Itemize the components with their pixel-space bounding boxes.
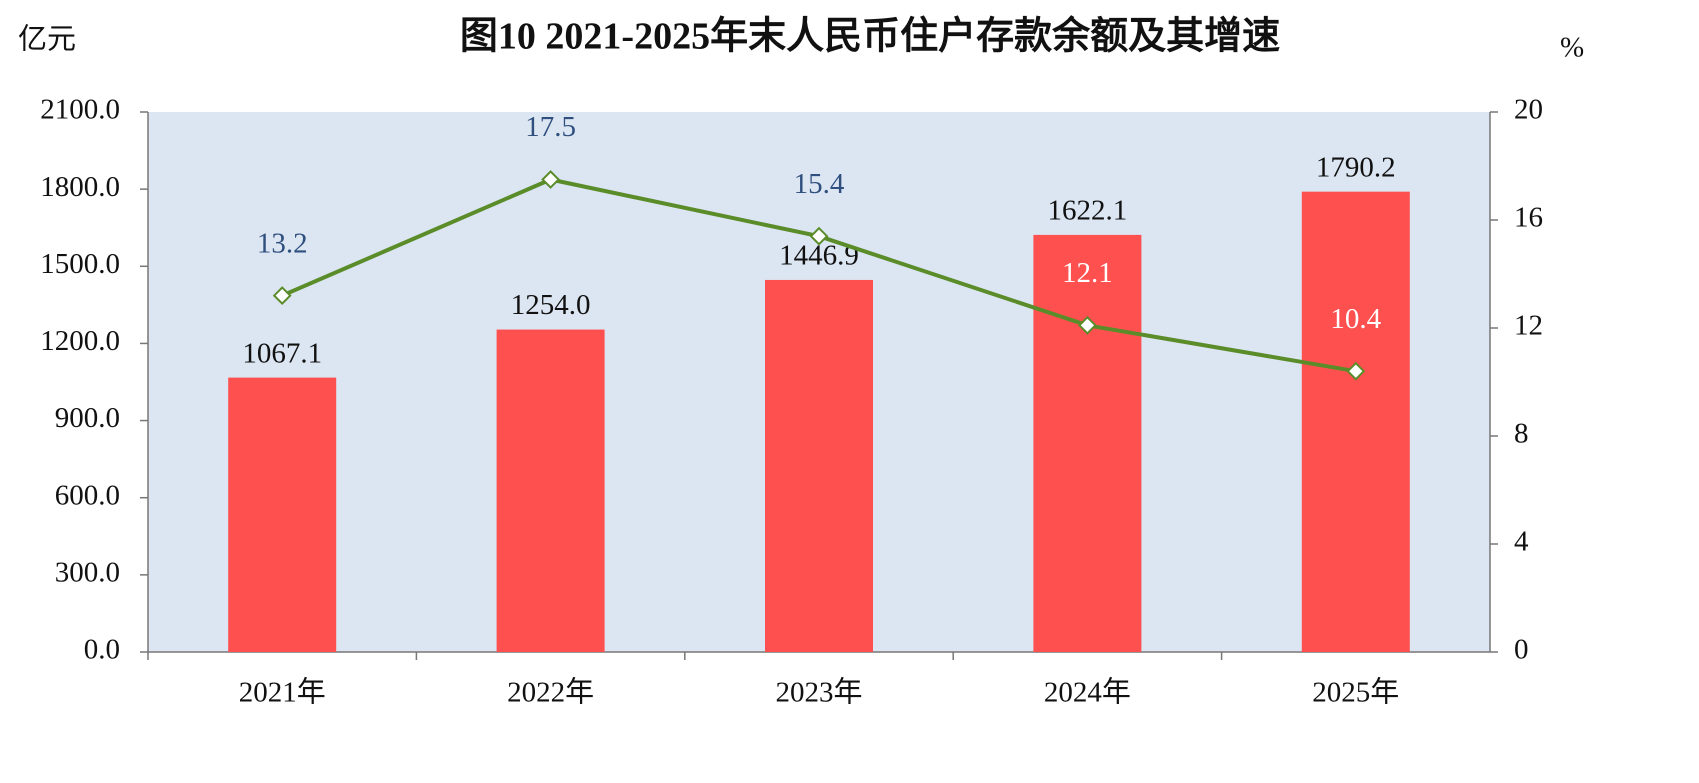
y-axis-label: 亿元	[18, 23, 76, 56]
line-marker	[1077, 315, 1097, 335]
x-tick-label: 2023年	[775, 676, 862, 709]
bar	[1033, 234, 1142, 653]
y-tick-label: 1200.0	[40, 325, 120, 357]
x-tick-label: 2021年	[239, 676, 326, 709]
y-tick-label: 1800.0	[40, 171, 120, 203]
line-value-label: 12.1	[1062, 257, 1113, 289]
y2-tick-label: 8	[1514, 418, 1529, 450]
bar-value-label: 1254.0	[511, 289, 591, 321]
line-value-label: 10.4	[1330, 303, 1381, 335]
bar-value-label: 1067.1	[242, 337, 322, 369]
x-tick-label: 2024年	[1044, 676, 1131, 709]
bar-value-label: 1790.2	[1316, 151, 1396, 183]
line-value-label: 17.5	[525, 111, 576, 143]
y-tick-label: 1500.0	[40, 248, 120, 280]
bar-value-label: 1622.1	[1048, 195, 1128, 227]
line-marker	[1346, 361, 1366, 381]
line-marker	[809, 226, 829, 246]
bar	[765, 279, 873, 652]
y2-tick-label: 12	[1514, 310, 1543, 342]
bar	[228, 377, 337, 652]
y-tick-label: 900.0	[55, 402, 120, 434]
y2-tick-label: 4	[1514, 526, 1529, 558]
y2-axis-label: %	[1560, 32, 1584, 64]
y2-tick-label: 16	[1514, 202, 1543, 234]
x-tick-label: 2025年	[1312, 676, 1399, 709]
line-marker	[272, 286, 292, 306]
y-tick-label: 600.0	[55, 479, 120, 511]
chart-title: 图10 2021-2025年末人民币住户存款余额及其增速	[460, 15, 1280, 58]
y2-tick-label: 20	[1514, 94, 1543, 126]
y-tick-label: 300.0	[55, 557, 120, 589]
line-value-label: 13.2	[257, 227, 308, 259]
line-value-label: 15.4	[794, 168, 845, 200]
y2-tick-label: 0	[1514, 634, 1529, 666]
bar	[496, 329, 605, 652]
y-tick-label: 0.0	[84, 634, 120, 666]
x-tick-label: 2022年	[507, 676, 594, 709]
line-marker	[541, 170, 561, 189]
y-tick-label: 2100.0	[40, 94, 120, 126]
bar	[1301, 191, 1410, 653]
